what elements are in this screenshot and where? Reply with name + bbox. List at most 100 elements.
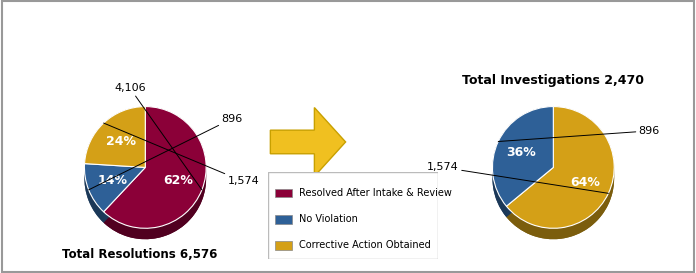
Polygon shape bbox=[139, 107, 141, 118]
Polygon shape bbox=[503, 201, 505, 214]
Polygon shape bbox=[164, 109, 169, 122]
Polygon shape bbox=[532, 109, 536, 121]
Polygon shape bbox=[536, 108, 539, 120]
Polygon shape bbox=[499, 137, 500, 151]
Text: Corrective Action Obtained: Corrective Action Obtained bbox=[299, 240, 430, 250]
Polygon shape bbox=[120, 111, 122, 123]
Polygon shape bbox=[612, 179, 613, 195]
Bar bbox=[275, 241, 292, 250]
Polygon shape bbox=[607, 191, 610, 207]
Polygon shape bbox=[596, 206, 600, 222]
Polygon shape bbox=[204, 151, 205, 168]
Polygon shape bbox=[611, 147, 612, 164]
Polygon shape bbox=[512, 121, 514, 134]
Polygon shape bbox=[583, 114, 589, 129]
Polygon shape bbox=[98, 206, 99, 218]
Polygon shape bbox=[94, 133, 95, 146]
Polygon shape bbox=[594, 122, 598, 137]
Text: 64%: 64% bbox=[570, 176, 600, 189]
Polygon shape bbox=[600, 201, 603, 218]
Polygon shape bbox=[202, 145, 204, 162]
Polygon shape bbox=[523, 113, 526, 126]
Polygon shape bbox=[132, 108, 134, 119]
Polygon shape bbox=[169, 111, 175, 125]
Polygon shape bbox=[189, 125, 193, 141]
Text: 62%: 62% bbox=[163, 174, 193, 187]
Polygon shape bbox=[500, 198, 503, 212]
Polygon shape bbox=[96, 204, 97, 216]
Wedge shape bbox=[493, 106, 553, 206]
Text: 896: 896 bbox=[88, 114, 243, 190]
Polygon shape bbox=[125, 109, 127, 121]
Polygon shape bbox=[92, 137, 93, 150]
Polygon shape bbox=[546, 107, 550, 118]
Polygon shape bbox=[566, 108, 572, 120]
Polygon shape bbox=[505, 203, 507, 217]
Polygon shape bbox=[610, 185, 612, 201]
Polygon shape bbox=[494, 150, 495, 164]
Polygon shape bbox=[496, 188, 497, 202]
Polygon shape bbox=[578, 112, 583, 125]
Polygon shape bbox=[113, 219, 118, 233]
Wedge shape bbox=[84, 106, 145, 167]
Polygon shape bbox=[537, 226, 544, 239]
Polygon shape bbox=[509, 123, 512, 136]
Polygon shape bbox=[101, 209, 102, 221]
Polygon shape bbox=[108, 118, 110, 130]
Polygon shape bbox=[160, 225, 166, 238]
Polygon shape bbox=[200, 140, 202, 156]
Polygon shape bbox=[499, 194, 500, 209]
Polygon shape bbox=[148, 228, 154, 239]
Polygon shape bbox=[526, 222, 532, 235]
Polygon shape bbox=[500, 134, 503, 148]
Polygon shape bbox=[171, 219, 177, 233]
Polygon shape bbox=[521, 219, 526, 233]
Polygon shape bbox=[191, 203, 195, 219]
Text: 4,106: 4,106 bbox=[114, 83, 202, 190]
Polygon shape bbox=[100, 208, 101, 220]
Text: Enforcement Results: Enforcement Results bbox=[243, 19, 453, 37]
Polygon shape bbox=[507, 126, 509, 139]
Polygon shape bbox=[505, 128, 507, 142]
Polygon shape bbox=[496, 143, 498, 157]
Polygon shape bbox=[182, 212, 187, 227]
Polygon shape bbox=[543, 107, 546, 118]
Polygon shape bbox=[203, 181, 205, 198]
Polygon shape bbox=[507, 206, 511, 222]
Polygon shape bbox=[529, 110, 532, 123]
Polygon shape bbox=[494, 181, 495, 195]
Text: Resolved After Intake & Review: Resolved After Intake & Review bbox=[299, 188, 452, 198]
Polygon shape bbox=[498, 140, 499, 154]
Polygon shape bbox=[493, 153, 494, 168]
Polygon shape bbox=[127, 109, 129, 120]
Polygon shape bbox=[195, 198, 198, 214]
Polygon shape bbox=[553, 106, 560, 118]
Polygon shape bbox=[166, 222, 171, 236]
Polygon shape bbox=[603, 196, 607, 212]
Polygon shape bbox=[97, 205, 98, 217]
Polygon shape bbox=[130, 226, 136, 239]
Wedge shape bbox=[84, 164, 145, 212]
Polygon shape bbox=[143, 106, 145, 118]
Wedge shape bbox=[507, 117, 614, 239]
Polygon shape bbox=[134, 107, 136, 119]
Polygon shape bbox=[100, 126, 101, 138]
Polygon shape bbox=[198, 193, 200, 209]
Polygon shape bbox=[101, 124, 103, 136]
Polygon shape bbox=[591, 211, 596, 226]
Polygon shape bbox=[94, 200, 95, 212]
Polygon shape bbox=[118, 222, 124, 236]
Text: 36%: 36% bbox=[507, 146, 536, 159]
Polygon shape bbox=[544, 227, 550, 239]
Polygon shape bbox=[193, 130, 196, 146]
Polygon shape bbox=[95, 131, 97, 144]
Polygon shape bbox=[136, 228, 142, 239]
Polygon shape bbox=[124, 224, 130, 237]
Polygon shape bbox=[122, 110, 125, 122]
Polygon shape bbox=[586, 215, 591, 230]
Polygon shape bbox=[517, 117, 520, 129]
Polygon shape bbox=[129, 108, 132, 120]
Polygon shape bbox=[175, 114, 180, 128]
Polygon shape bbox=[99, 207, 100, 219]
Polygon shape bbox=[572, 109, 578, 123]
